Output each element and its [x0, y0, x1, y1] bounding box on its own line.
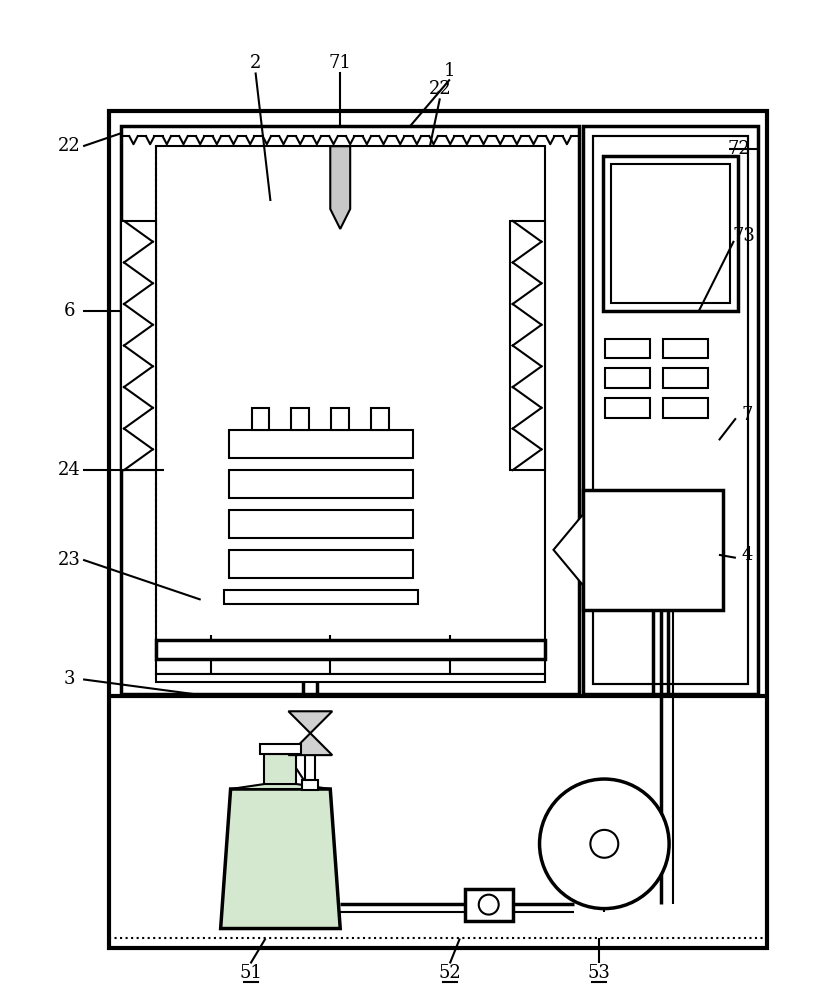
Text: 7: 7 [741, 406, 753, 424]
Circle shape [590, 830, 618, 858]
Bar [371, 408, 389, 430]
Bar [663, 368, 708, 388]
Bar [259, 744, 302, 754]
Bar [302, 780, 319, 790]
Bar [611, 164, 730, 303]
Polygon shape [330, 146, 350, 229]
Bar [109, 111, 767, 948]
Bar [228, 430, 413, 458]
Bar [228, 470, 413, 498]
Bar [156, 674, 545, 682]
Text: 1: 1 [444, 62, 455, 80]
Text: 73: 73 [733, 227, 755, 245]
Text: 71: 71 [328, 54, 352, 72]
Bar [606, 368, 650, 388]
Text: 53: 53 [588, 964, 611, 982]
Bar [228, 550, 413, 578]
Polygon shape [289, 733, 333, 755]
Bar [663, 398, 708, 418]
Bar [251, 408, 269, 430]
Bar [264, 754, 297, 789]
Circle shape [479, 895, 498, 915]
Bar [331, 408, 350, 430]
Bar [606, 339, 650, 358]
Polygon shape [554, 514, 584, 586]
Text: 23: 23 [58, 551, 80, 569]
Bar [465, 889, 513, 921]
Text: 51: 51 [239, 964, 262, 982]
Text: 22: 22 [58, 137, 80, 155]
Bar [584, 126, 758, 694]
Bar [228, 510, 413, 538]
Text: 2: 2 [250, 54, 261, 72]
Bar [593, 136, 748, 684]
Circle shape [540, 779, 669, 909]
Bar [121, 126, 580, 694]
Polygon shape [289, 711, 333, 733]
Bar [510, 221, 545, 470]
Text: 6: 6 [63, 302, 75, 320]
Bar [603, 156, 738, 311]
Bar [593, 136, 748, 684]
Polygon shape [220, 789, 340, 929]
Text: 24: 24 [58, 461, 80, 479]
Bar [606, 398, 650, 418]
Polygon shape [231, 784, 330, 789]
Bar [156, 146, 545, 674]
Bar [224, 590, 418, 604]
Text: 22: 22 [428, 80, 451, 98]
Text: 4: 4 [741, 546, 753, 564]
Bar [156, 640, 545, 659]
Bar [584, 490, 723, 610]
Bar [121, 221, 156, 470]
Bar [663, 339, 708, 358]
Bar [291, 408, 309, 430]
Text: 52: 52 [438, 964, 461, 982]
Text: 72: 72 [728, 140, 750, 158]
Text: 3: 3 [63, 670, 75, 688]
